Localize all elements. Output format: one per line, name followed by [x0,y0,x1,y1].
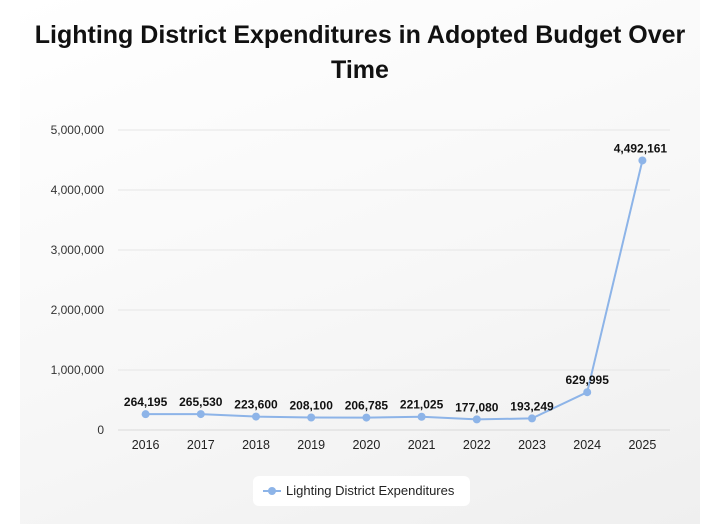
data-point [417,412,426,421]
y-tick-label: 0 [97,423,104,437]
x-tick-label: 2025 [628,438,656,452]
legend-marker-icon [263,487,281,495]
y-tick-label: 1,000,000 [51,363,105,377]
data-point [583,388,592,397]
data-label: 629,995 [566,373,610,387]
x-tick-label: 2023 [518,438,546,452]
x-tick-label: 2021 [408,438,436,452]
x-tick-label: 2017 [187,438,215,452]
data-label: 4,492,161 [614,141,668,155]
series-line [145,160,644,421]
y-tick-label: 5,000,000 [51,123,105,137]
chart-title: Lighting District Expenditures in Adopte… [34,21,686,84]
x-tick-label: 2018 [242,438,270,452]
data-label: 206,785 [345,399,389,413]
data-point [362,413,371,422]
data-point [141,410,150,419]
y-tick-label: 4,000,000 [51,183,105,197]
x-tick-label: 2022 [463,438,491,452]
legend [253,476,470,506]
data-label: 193,249 [510,399,554,413]
legend-label: Lighting District Expenditures [286,483,455,498]
data-label: 265,530 [179,395,223,409]
data-label: 177,080 [455,400,499,414]
x-tick-label: 2019 [297,438,325,452]
x-tick-label: 2020 [352,438,380,452]
data-label: 208,100 [290,399,334,413]
chart-panel [20,0,700,524]
x-tick-label: 2016 [132,438,160,452]
data-label: 223,600 [234,398,278,412]
data-point [528,414,536,423]
data-label: 264,195 [124,395,168,409]
y-tick-label: 3,000,000 [51,243,105,257]
data-label: 221,025 [400,398,444,412]
y-tick-label: 2,000,000 [51,303,105,317]
data-point [307,413,316,422]
x-tick-label: 2024 [573,438,601,452]
data-point [472,415,481,424]
data-point [252,412,260,421]
data-point [196,410,205,419]
data-point [638,156,647,165]
